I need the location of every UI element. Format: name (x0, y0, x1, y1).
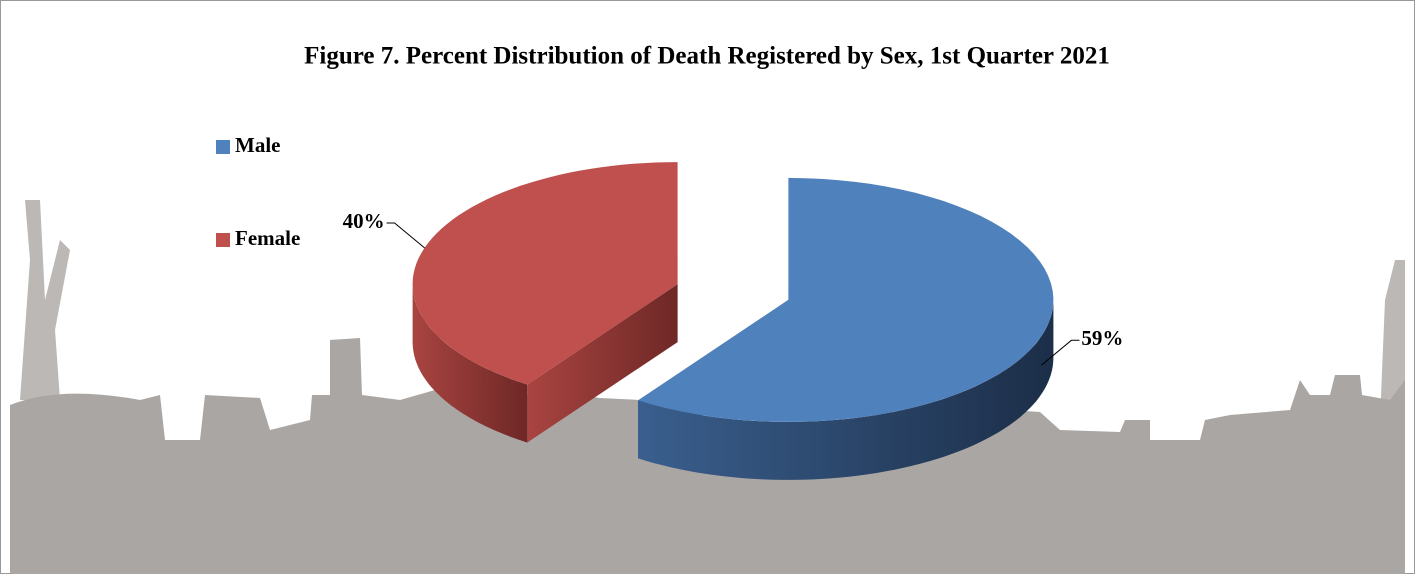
slice-wall (638, 299, 1054, 480)
leader-line (386, 222, 425, 249)
chart-title: Figure 7. Percent Distribution of Death … (304, 43, 1110, 70)
legend-swatch (216, 140, 230, 154)
legend-label: Male (235, 133, 280, 157)
legend-label: Female (235, 226, 300, 250)
slice (638, 177, 1054, 422)
legend: Male Female (216, 133, 300, 250)
slice-wall (412, 284, 528, 443)
slice (412, 162, 678, 385)
legend-swatch (216, 233, 230, 247)
data-label: 40% (343, 209, 385, 233)
slice-side (527, 284, 678, 443)
data-label: 59% (1081, 326, 1123, 350)
pie: 59% 40% (343, 162, 1123, 480)
leader-line (1041, 339, 1080, 366)
